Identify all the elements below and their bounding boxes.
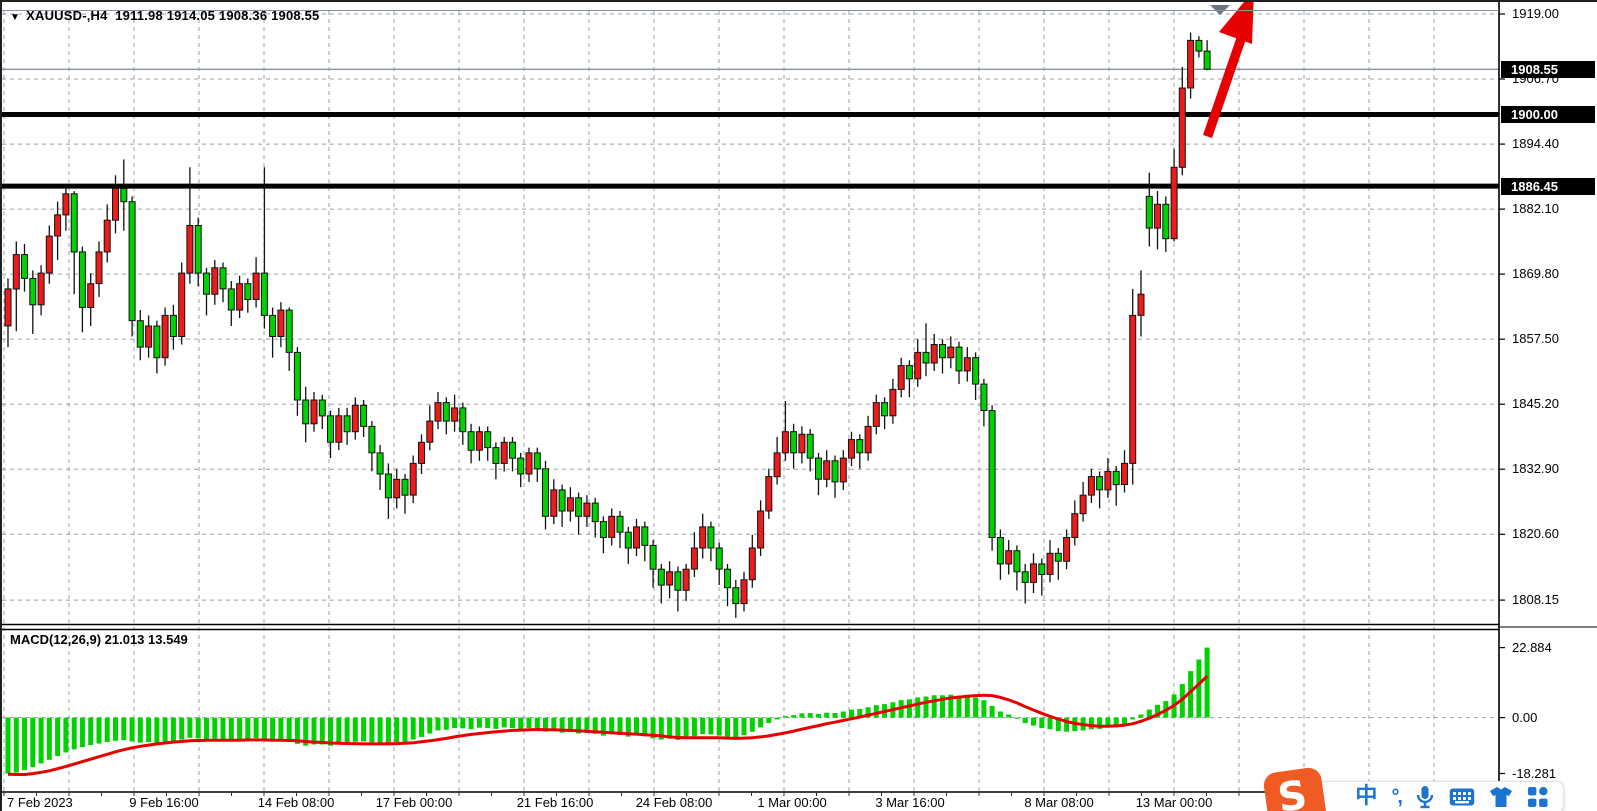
macd-tick-label: 22.884 (1512, 640, 1552, 655)
price-tick-label: 1869.80 (1512, 266, 1559, 281)
chinese-mode-icon[interactable]: 中 (1355, 784, 1378, 809)
microphone-icon[interactable] (1415, 785, 1435, 809)
level-tag: 1886.45 (1501, 178, 1595, 195)
support-resistance-lines[interactable] (2, 112, 1499, 189)
symbol-title: XAUUSD-,H4 (26, 8, 108, 23)
price-tick-label: 1832.90 (1512, 461, 1559, 476)
macd-tick-label: 0.00 (1512, 710, 1538, 725)
chart-header: ▼ XAUUSD-,H4 1911.98 1914.05 1908.36 1908… (10, 8, 320, 23)
price-tick-label: 1820.60 (1512, 526, 1559, 541)
candles-layer (4, 32, 1211, 618)
time-tick-label: 21 Feb 16:00 (516, 795, 594, 810)
ime-toolbar[interactable]: 中 °, (1302, 781, 1564, 811)
sogou-logo-icon[interactable]: S (1262, 766, 1330, 811)
price-tick-label: 1894.40 (1512, 136, 1559, 151)
price-tick-label: 1857.50 (1512, 331, 1559, 346)
macd-histogram (5, 647, 1210, 774)
time-tick-label: 17 Feb 00:00 (375, 795, 453, 810)
toolbox-icon[interactable] (1527, 786, 1549, 808)
macd-signal-line (7, 675, 1209, 776)
time-tick-label: 7 Feb 2023 (7, 795, 73, 810)
symbol-marker-icon: ▼ (10, 12, 21, 23)
price-tick-label: 1845.20 (1512, 396, 1559, 411)
macd-tick-label: -18.281 (1512, 766, 1557, 781)
price-tick-label: 1919.00 (1512, 6, 1559, 21)
time-tick-label: 3 Mar 16:00 (875, 795, 945, 810)
price-tick-label: 1808.15 (1512, 592, 1559, 607)
punctuation-icon[interactable]: °, (1391, 786, 1402, 808)
price-gridlines (2, 13, 1499, 601)
skin-icon[interactable] (1489, 786, 1513, 808)
time-tick-label: 13 Mar 00:00 (1135, 795, 1213, 810)
price-tick-label: 1882.10 (1512, 201, 1559, 216)
current-price-tag: 1908.55 (1501, 61, 1595, 78)
time-tick-label: 14 Feb 08:00 (257, 795, 335, 810)
time-axis-ticks (3, 792, 1500, 796)
breakout-arrow[interactable] (1203, 2, 1254, 138)
ohlc-readout: 1911.98 1914.05 1908.36 1908.55 (115, 8, 320, 23)
time-tick-label: 1 Mar 00:00 (757, 795, 827, 810)
panel-top-border (2, 10, 1499, 11)
level-tag: 1900.00 (1501, 106, 1595, 123)
time-tick-label: 24 Feb 08:00 (635, 795, 713, 810)
time-tick-label: 9 Feb 16:00 (129, 795, 199, 810)
panel-separator[interactable] (2, 623, 1597, 631)
price-axis-ticks (1499, 13, 1505, 775)
keyboard-icon[interactable] (1449, 787, 1475, 807)
macd-indicator-label: MACD(12,26,9) 21.013 13.549 (10, 632, 188, 647)
time-tick-label: 8 Mar 08:00 (1024, 795, 1094, 810)
vertical-gridlines (3, 11, 1500, 792)
